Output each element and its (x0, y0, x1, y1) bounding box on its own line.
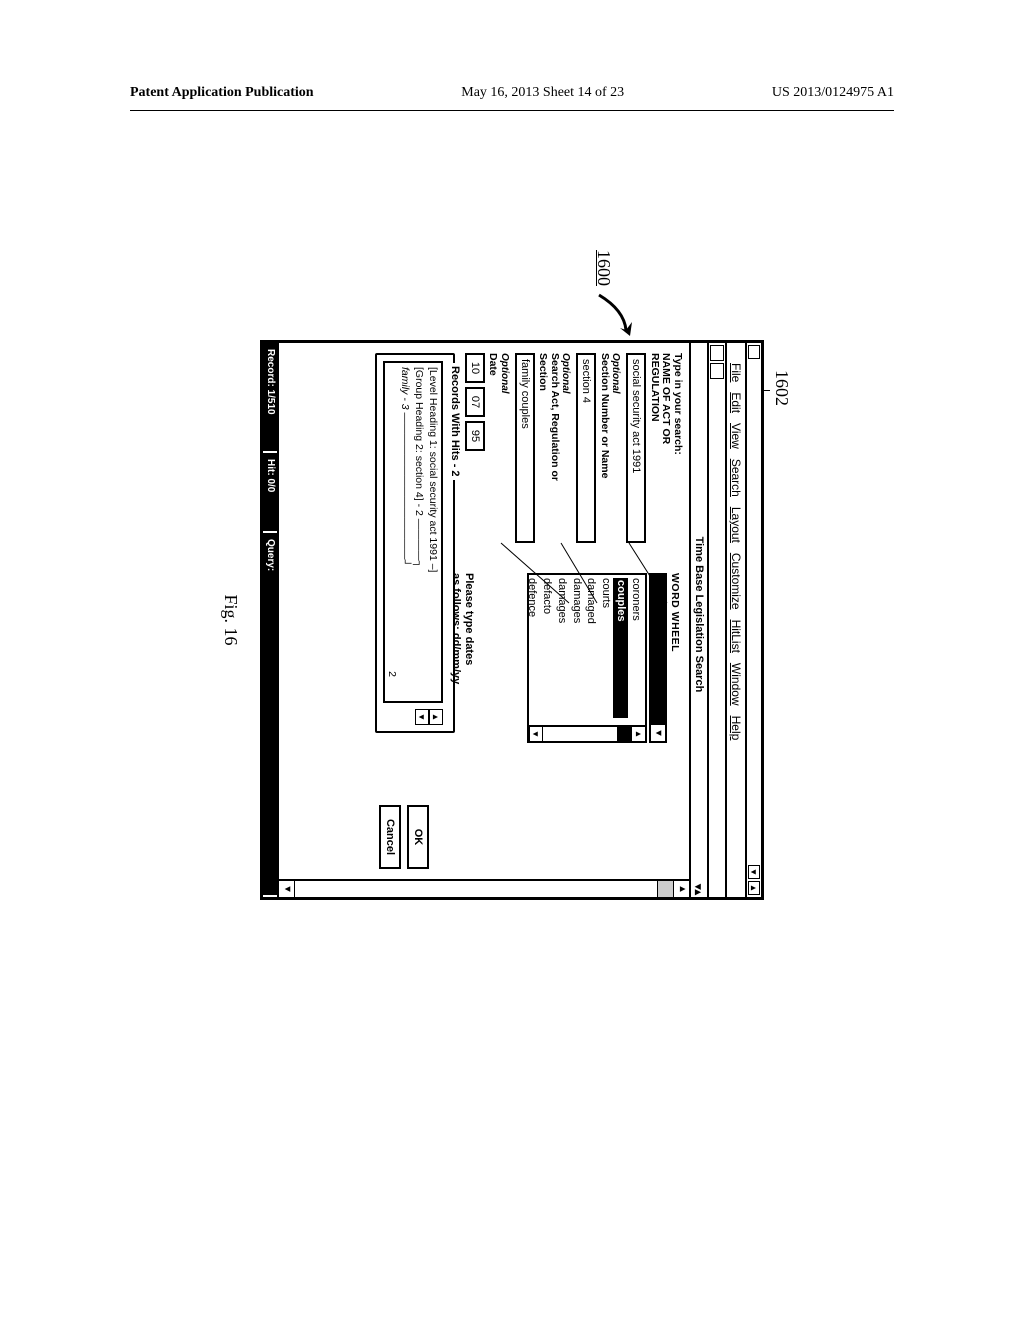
wordwheel-item[interactable]: damages (554, 578, 569, 722)
minimize-button[interactable]: ▾ (748, 865, 760, 879)
wordwheel-dropdown-icon: ▾ (649, 725, 667, 743)
wordwheel-label: WORD WHEEL (669, 573, 681, 743)
spin-down-icon: ▾ (415, 709, 429, 725)
status-hit: Hit: 0/0 (263, 453, 277, 533)
date-optional-label: Optional (498, 353, 509, 871)
menu-layout[interactable]: Layout (729, 507, 743, 543)
maximize-button[interactable]: ▴ (748, 881, 760, 895)
callout-1602: 1602 (771, 370, 792, 406)
scroll-down-icon: ▾ (529, 727, 543, 741)
status-record: Record: 1/510 (263, 343, 277, 453)
wordwheel-item[interactable]: coroners (628, 578, 643, 722)
wordwheel-item[interactable]: damaged (584, 578, 599, 722)
cancel-button[interactable]: Cancel (379, 805, 401, 869)
client-area: Type in your search: NAME OF ACT OR REGU… (279, 343, 689, 897)
menubar: File Edit View Search Layout Customize H… (725, 343, 745, 897)
scroll-up-icon: ▴ (673, 881, 689, 897)
statusbar: Record: 1/510 Hit: 0/0 Query: (263, 343, 279, 897)
toolbar (707, 343, 725, 897)
outer-titlebar: ▾ ▴ (745, 343, 761, 897)
toolbar-button-1[interactable] (710, 345, 724, 361)
doc-maximize-button[interactable]: ▴ (693, 889, 706, 895)
menu-hitlist[interactable]: HitList (729, 620, 743, 653)
page-header: Patent Application Publication May 16, 2… (130, 85, 894, 101)
wordwheel-item[interactable]: courts (598, 578, 613, 722)
header-right: US 2013/0124975 A1 (772, 85, 894, 101)
doc-title: Time Base Legislation Search (693, 345, 705, 884)
scroll-thumb (657, 881, 673, 897)
scroll-thumb (617, 727, 631, 741)
header-center: May 16, 2013 Sheet 14 of 23 (461, 85, 624, 101)
wordwheel: WORD WHEEL ▾ coronerscouplescourtsdamage… (527, 573, 681, 743)
scroll-down-icon: ▾ (279, 881, 295, 897)
app-window: ▾ ▴ File Edit View Search Layout Customi… (260, 340, 764, 900)
menu-customize[interactable]: Customize (729, 553, 743, 610)
wordwheel-text-input (649, 573, 667, 725)
callout-1600: 1600 (593, 250, 614, 286)
figure-wrap: 1600 1602 ▾ ▴ File Edit View Search Layo… (260, 340, 764, 900)
scroll-up-icon: ▴ (631, 727, 645, 741)
status-query: Query: (263, 533, 277, 897)
records-group: Records With Hits - 2 [Level Heading 1: … (375, 353, 455, 733)
figure-caption: Fig. 16 (220, 594, 241, 645)
header-left: Patent Application Publication (130, 85, 314, 101)
wordwheel-item[interactable]: damages (569, 578, 584, 722)
records-listbox[interactable]: [Level Heading 1: social security act 19… (383, 361, 443, 703)
section-input[interactable]: section 4 (576, 353, 596, 543)
menu-window[interactable]: Window (729, 663, 743, 706)
menu-file[interactable]: File (729, 363, 743, 382)
toolbar-button-2[interactable] (710, 363, 724, 379)
records-spinner[interactable]: ▴ ▾ (383, 709, 443, 725)
arrow-1600-icon (594, 290, 634, 340)
header-rule (130, 110, 894, 111)
spin-up-icon: ▴ (429, 709, 443, 725)
menu-edit[interactable]: Edit (729, 392, 743, 413)
menu-search[interactable]: Search (729, 459, 743, 497)
menu-view[interactable]: View (729, 423, 743, 449)
doc-titlebar: Time Base Legislation Search ▾ ▴ (689, 343, 707, 897)
wordwheel-listbox[interactable]: coronerscouplescourtsdamageddamagesdamag… (527, 573, 647, 743)
records-legend: Records With Hits - 2 (449, 363, 461, 480)
date-yy-input[interactable]: 95 (465, 421, 485, 451)
date-mm-input[interactable]: 07 (465, 387, 485, 417)
wordwheel-item[interactable]: defence (524, 578, 539, 722)
system-menu-icon[interactable] (748, 345, 760, 359)
date-dd-input[interactable]: 10 (465, 353, 485, 383)
form-area: Type in your search: NAME OF ACT OR REGU… (279, 343, 689, 879)
menu-help[interactable]: Help (729, 716, 743, 741)
wordwheel-scrollbar[interactable]: ▴ ▾ (529, 725, 645, 741)
wordwheel-item[interactable]: couples (613, 578, 628, 718)
wordwheel-combo[interactable]: ▾ (649, 573, 667, 743)
client-scrollbar[interactable]: ▴ ▾ (279, 879, 689, 897)
ok-button[interactable]: OK (407, 805, 429, 869)
searchact-input[interactable]: family couples (515, 353, 535, 543)
date-label: Date (487, 353, 499, 871)
name-act-input[interactable]: social security act 1991 (626, 353, 646, 543)
dialog-buttons: OK Cancel (379, 805, 429, 869)
wordwheel-item[interactable]: defacto (539, 578, 554, 722)
